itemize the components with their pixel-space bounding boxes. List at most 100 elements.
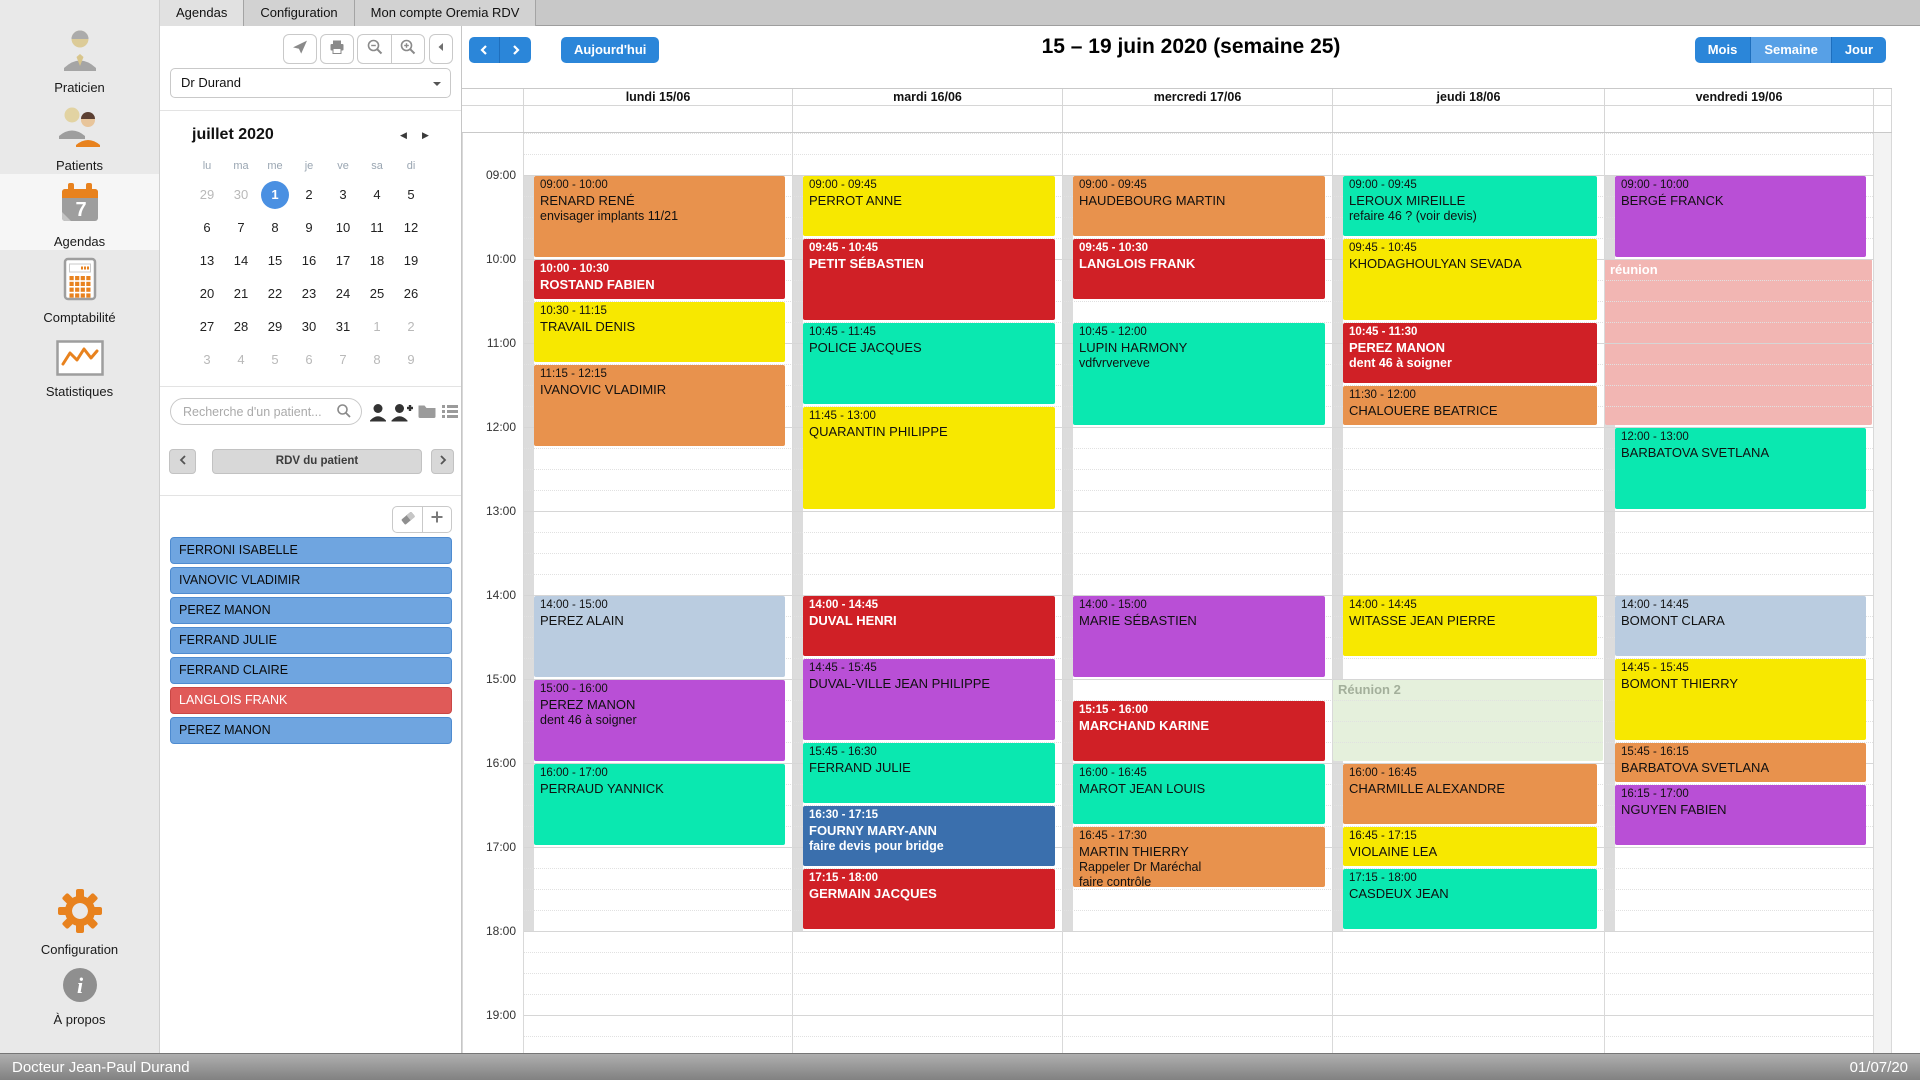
collapse-panel-button[interactable] [429,34,453,64]
mini-calendar-day[interactable]: 26 [403,286,419,301]
calendar-event[interactable]: 09:00 - 09:45 HAUDEBOURG MARTIN [1073,176,1325,236]
mini-calendar-day[interactable]: 7 [339,352,347,367]
clear-list-button[interactable] [392,506,422,533]
calendar-event[interactable]: 14:00 - 15:00 PEREZ ALAIN [534,596,785,677]
practitioner-select[interactable]: Dr Durand [170,68,451,98]
mini-calendar-day[interactable]: 21 [233,286,249,301]
mini-calendar-day[interactable]: 25 [369,286,385,301]
mini-calendar-day[interactable]: 30 [301,319,317,334]
all-day-cell[interactable] [1604,106,1873,132]
mini-calendar-day[interactable]: 29 [199,187,215,202]
tab-mon-compte-oremia-rdv[interactable]: Mon compte Oremia RDV [354,0,537,26]
patient-list-item[interactable]: FERRAND JULIE [170,627,452,654]
view-button-semaine[interactable]: Semaine [1751,37,1832,63]
calendar-event[interactable]: 14:45 - 15:45 DUVAL-VILLE JEAN PHILIPPE [803,659,1055,740]
mini-calendar-day[interactable]: 5 [407,187,415,202]
view-button-mois[interactable]: Mois [1694,37,1752,63]
mini-calendar-day[interactable]: 14 [233,253,249,268]
zoom-out-button[interactable] [357,34,391,64]
calendar-event[interactable]: 11:30 - 12:00 CHALOUERE BEATRICE [1343,386,1597,425]
rdv-next-button[interactable] [431,449,454,474]
print-button[interactable] [320,34,354,64]
mini-calendar-day[interactable]: 23 [301,286,317,301]
mini-calendar-day[interactable]: 31 [335,319,351,334]
prev-week-button[interactable] [469,37,500,63]
patient-icon[interactable] [368,402,388,427]
rdv-du-patient-label[interactable]: RDV du patient [212,449,422,474]
patient-list-item[interactable]: FERRAND CLAIRE [170,657,452,684]
calendar-event[interactable]: 09:45 - 10:45 KHODAGHOULYAN SEVADA [1343,239,1597,320]
mini-calendar-day[interactable]: 6 [305,352,313,367]
today-button[interactable]: Aujourd'hui [561,37,660,63]
list-icon[interactable] [441,402,459,425]
calendar-event[interactable]: 09:00 - 09:45 LEROUX MIREILLE refaire 46 ?… [1343,176,1597,236]
mini-calendar-day[interactable]: 1 [258,178,292,211]
calendar-event[interactable]: 14:45 - 15:45 BOMONT THIERRY [1615,659,1866,740]
calendar-event[interactable]: 09:00 - 10:00 BERGÉ FRANCK [1615,176,1866,257]
calendar-event[interactable]: 16:45 - 17:30 MARTIN THIERRY Rappeler Dr M… [1073,827,1325,887]
background-event[interactable]: Réunion 2 [1333,679,1603,761]
calendar-event[interactable]: 14:00 - 14:45 DUVAL HENRI [803,596,1055,656]
mini-calendar-day[interactable]: 4 [373,187,381,202]
sidebar-item-patients[interactable]: Patients [0,104,159,173]
mini-calendar-day[interactable]: 10 [335,220,351,235]
rdv-prev-button[interactable] [169,449,196,474]
all-day-cell[interactable] [523,106,792,132]
calendar-event[interactable]: 14:00 - 14:45 WITASSE JEAN PIERRE [1343,596,1597,656]
mini-calendar-day[interactable]: 28 [233,319,249,334]
mini-calendar-day[interactable]: 2 [407,319,415,334]
mini-calendar-day[interactable]: 7 [237,220,245,235]
calendar-event[interactable]: 09:00 - 10:00 RENARD RENÉ envisager implan… [534,176,785,257]
patient-list-item[interactable]: LANGLOIS FRANK [170,687,452,714]
sidebar-item-configuration[interactable]: Configuration [0,888,159,957]
all-day-cell[interactable] [792,106,1062,132]
calendar-event[interactable]: 15:45 - 16:15 BARBATOVA SVETLANA [1615,743,1866,782]
calendar-event[interactable]: 16:45 - 17:15 VIOLAINE LEA [1343,827,1597,866]
tab-agendas[interactable]: Agendas [160,0,245,26]
mini-calendar-day[interactable]: 8 [271,220,279,235]
mini-calendar-day[interactable]: 27 [199,319,215,334]
zoom-in-button[interactable] [391,34,425,64]
mini-calendar-day[interactable]: 3 [339,187,347,202]
mini-calendar-day[interactable]: 30 [233,187,249,202]
sidebar-item-a-propos[interactable]: i À propos [0,966,159,1027]
next-week-button[interactable] [500,37,531,63]
calendar-event[interactable]: 09:45 - 10:30 LANGLOIS FRANK [1073,239,1325,299]
all-day-cell[interactable] [1332,106,1604,132]
calendar-event[interactable]: 16:00 - 16:45 MAROT JEAN LOUIS [1073,764,1325,824]
calendar-event[interactable]: 11:15 - 12:15 IVANOVIC VLADIMIR [534,365,785,446]
mini-calendar-day[interactable]: 20 [199,286,215,301]
calendar-event[interactable]: 15:45 - 16:30 FERRAND JULIE [803,743,1055,803]
search-input[interactable] [170,398,362,425]
mini-calendar-day[interactable]: 8 [373,352,381,367]
mini-calendar-day[interactable]: 11 [370,220,384,235]
tab-configuration[interactable]: Configuration [244,0,355,26]
calendar-event[interactable]: 16:00 - 16:45 CHARMILLE ALEXANDRE [1343,764,1597,824]
calendar-event[interactable]: 15:00 - 16:00 PEREZ MANON dent 46 à soigne… [534,680,785,761]
week-grid[interactable]: 09:00 10:00 11:00 12:00 13:00 14:00 15:00 16:00… [462,133,1892,1053]
calendar-event[interactable]: 16:00 - 17:00 PERRAUD YANNICK [534,764,785,845]
mini-calendar-day[interactable]: 22 [267,286,283,301]
patient-list-item[interactable]: FERRONI ISABELLE [170,537,452,564]
mini-calendar-day[interactable]: 2 [305,187,313,202]
calendar-event[interactable]: 10:30 - 11:15 TRAVAIL DENIS [534,302,785,362]
calendar-event[interactable]: 17:15 - 18:00 CASDEUX JEAN [1343,869,1597,929]
mini-calendar-day[interactable]: 12 [403,220,419,235]
mini-calendar-day[interactable]: 5 [271,352,279,367]
mini-calendar-day[interactable]: 4 [237,352,245,367]
calendar-event[interactable]: 11:45 - 13:00 QUARANTIN PHILIPPE [803,407,1055,509]
search-icon[interactable] [336,403,352,424]
calendar-event[interactable]: 14:00 - 15:00 MARIE SÉBASTIEN [1073,596,1325,677]
mini-calendar-day[interactable]: 16 [301,253,317,268]
calendar-event[interactable]: 10:45 - 12:00 LUPIN HARMONY vdfvrverveve [1073,323,1325,425]
mini-calendar-day[interactable]: 18 [369,253,385,268]
mini-calendar-day[interactable]: 9 [407,352,415,367]
mini-calendar-day[interactable]: 29 [267,319,283,334]
sidebar-item-statistiques[interactable]: Statistiques [0,340,159,399]
add-to-list-button[interactable] [422,506,452,533]
next-month-icon[interactable]: ▶ [422,130,429,140]
patient-list-item[interactable]: IVANOVIC VLADIMIR [170,567,452,594]
calendar-event[interactable]: 16:15 - 17:00 NGUYEN FABIEN [1615,785,1866,845]
sidebar-item-comptabilite[interactable]: Comptabilité [0,256,159,325]
background-event[interactable]: réunion [1605,259,1872,425]
